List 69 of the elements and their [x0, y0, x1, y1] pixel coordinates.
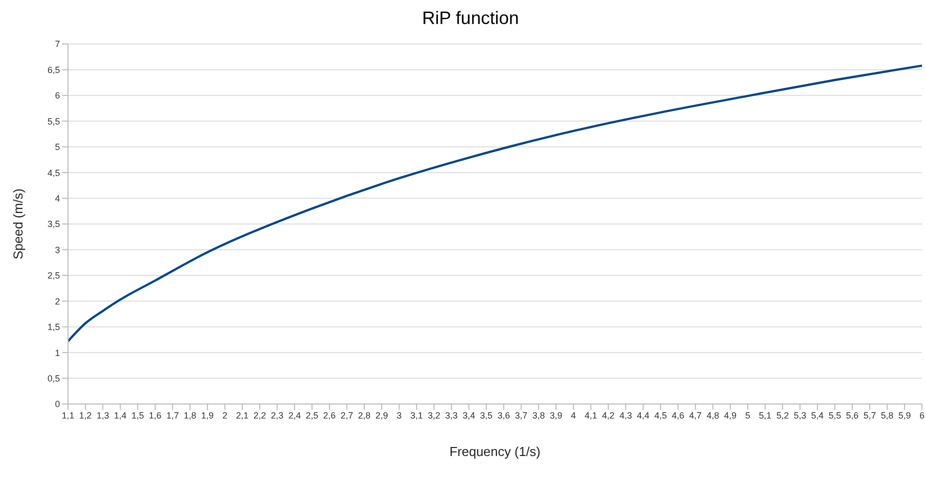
x-tick-label: 4,2	[602, 410, 615, 420]
x-tick-label: 3,6	[497, 410, 510, 420]
x-tick-label: 4,9	[724, 410, 737, 420]
x-tick-label: 1,9	[201, 410, 214, 420]
x-tick-label: 5,5	[828, 410, 842, 420]
x-tick-label: 2,8	[358, 410, 371, 420]
x-tick-label: 5,2	[776, 410, 789, 420]
x-tick-label: 4	[570, 410, 576, 420]
x-tick-label: 3,1	[410, 410, 423, 420]
x-tick-label: 5,9	[898, 410, 911, 420]
y-tick-label: 4,5	[47, 168, 60, 178]
x-tick-label: 3,7	[514, 410, 528, 420]
x-tick-label: 5,7	[863, 410, 876, 420]
y-tick-label: 6,5	[47, 64, 60, 75]
x-tick-label: 3,4	[462, 410, 476, 420]
x-tick-label: 3,8	[532, 410, 545, 420]
x-tick-label: 1,2	[79, 410, 92, 420]
x-tick-label: 3,9	[550, 410, 562, 420]
y-tick-label: 7	[54, 39, 60, 50]
x-tick-label: 2,6	[323, 410, 336, 420]
y-tick-label: 4	[54, 193, 60, 204]
x-tick-label: 1,6	[148, 410, 162, 420]
x-tick-label: 5,3	[794, 410, 806, 420]
x-tick-label: 1,1	[62, 410, 74, 420]
x-tick-label: 1,5	[131, 410, 144, 420]
x-tick-label: 3	[396, 410, 402, 420]
x-tick-label: 2,7	[340, 410, 354, 420]
y-tick-label: 1	[54, 348, 60, 358]
x-tick-label: 4,4	[636, 410, 650, 420]
x-tick-label: 5	[745, 410, 750, 420]
x-tick-label: 2,1	[236, 410, 249, 420]
x-tick-label: 1,3	[96, 410, 110, 420]
chart-title: RiP function	[421, 8, 520, 30]
y-tick-label: 0,5	[47, 373, 60, 384]
x-tick-label: 5,6	[846, 410, 859, 420]
x-tick-label: 4,1	[584, 410, 598, 420]
y-tick-label: 6	[54, 90, 60, 101]
x-tick-label: 2,3	[270, 410, 284, 420]
y-axis-title: Speed (m/s)	[10, 188, 26, 260]
x-tick-label: 3,2	[428, 410, 440, 420]
x-tick-label: 4,3	[619, 410, 632, 420]
y-tick-label: 2,5	[47, 270, 60, 281]
x-tick-label: 2,4	[288, 410, 301, 420]
x-tick-label: 2,9	[375, 410, 388, 420]
y-tick-label: 5,5	[47, 116, 60, 126]
x-tick-label: 4,8	[706, 410, 720, 420]
x-tick-label: 2,2	[253, 410, 266, 420]
x-tick-label: 1,4	[114, 410, 127, 420]
x-tick-label: 5,8	[880, 410, 894, 420]
x-tick-label: 2,5	[306, 410, 318, 420]
x-tick-label: 5,1	[758, 410, 772, 420]
y-tick-label: 3	[54, 244, 60, 255]
x-tick-label: 3,3	[445, 410, 458, 420]
x-tick-label: 4,5	[654, 410, 667, 420]
x-tick-label: 6	[919, 410, 925, 420]
x-tick-label: 1,8	[184, 410, 196, 420]
y-tick-label: 1,5	[47, 322, 60, 332]
x-tick-label: 3,5	[480, 410, 493, 420]
x-tick-label: 4,7	[689, 410, 702, 420]
x-tick-label: 4,6	[672, 410, 684, 420]
y-tick-label: 3,5	[47, 219, 60, 230]
line-series	[68, 64, 922, 342]
x-tick-label: 1,7	[166, 410, 179, 420]
y-tick-label: 0	[54, 399, 60, 410]
y-tick-label: 5	[54, 142, 60, 152]
x-tick-label: 5,4	[811, 410, 824, 420]
x-axis-title: Frequency (1/s)	[449, 444, 541, 459]
y-tick-label: 2	[54, 296, 60, 306]
x-tick-label: 2	[222, 410, 228, 420]
